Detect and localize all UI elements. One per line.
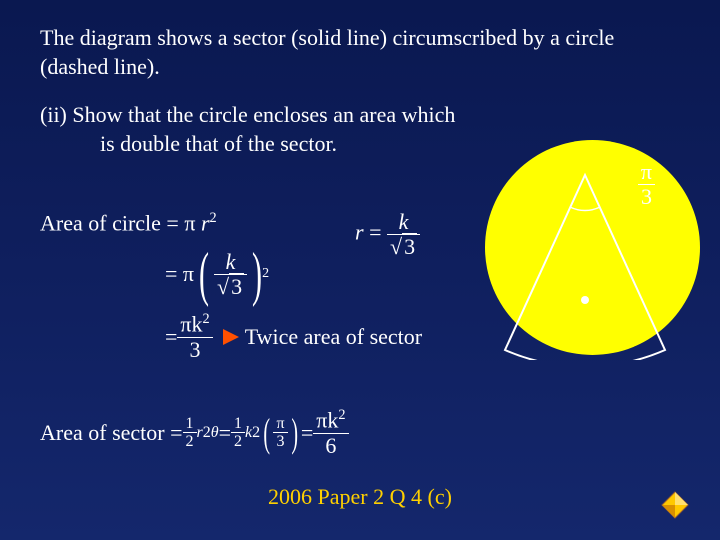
r-squared: 2 bbox=[210, 210, 217, 226]
sector-label: Area of sector = bbox=[40, 420, 183, 446]
r-equals: r = k 3 bbox=[355, 210, 420, 259]
pik2bexp: 2 bbox=[338, 407, 345, 423]
equals: = bbox=[369, 220, 387, 245]
pi-den: 3 bbox=[273, 433, 287, 451]
half2-den: 2 bbox=[231, 433, 245, 451]
k2exp: 2 bbox=[252, 424, 260, 442]
intro-text: The diagram shows a sector (solid line) … bbox=[40, 24, 680, 81]
half2-num: 1 bbox=[231, 415, 245, 434]
den3: 3 bbox=[177, 338, 212, 362]
result-line: = πk2 3 Twice area of sector bbox=[165, 312, 422, 362]
diagram-sector bbox=[475, 155, 695, 360]
footer-ref: 2006 Paper 2 Q 4 (c) bbox=[0, 484, 720, 510]
subquestion: (ii) Show that the circle encloses an ar… bbox=[40, 101, 540, 158]
subq-line-a: (ii) Show that the circle encloses an ar… bbox=[40, 102, 455, 127]
theta: θ bbox=[211, 424, 219, 442]
subq-line-b: is double that of the sector. bbox=[100, 131, 337, 156]
arrow-icon bbox=[223, 329, 239, 345]
pik2b: πk bbox=[316, 407, 338, 432]
pi-num: π bbox=[273, 415, 287, 434]
root3-a: 3 bbox=[229, 273, 244, 299]
root3-b: 3 bbox=[402, 233, 417, 259]
angle-den: 3 bbox=[638, 185, 655, 209]
r-label: r bbox=[355, 220, 364, 245]
eq-pi: = π bbox=[165, 261, 194, 287]
half-den: 2 bbox=[183, 433, 197, 451]
r-var: r bbox=[201, 210, 210, 235]
angle-num: π bbox=[638, 160, 655, 185]
area-sector-line: Area of sector = 1 2 r2θ = 1 2 k2 ( π 3 … bbox=[40, 408, 349, 458]
frac-k: k bbox=[214, 250, 247, 275]
pik2-exp: 2 bbox=[203, 311, 210, 327]
k-num: k bbox=[387, 210, 420, 235]
area-circle-label: Area of circle = π bbox=[40, 210, 195, 235]
twice-label: Twice area of sector bbox=[245, 324, 422, 350]
nav-home-icon[interactable] bbox=[660, 490, 690, 520]
angle-label: π 3 bbox=[638, 160, 655, 209]
den6: 6 bbox=[313, 434, 348, 458]
r2exp: 2 bbox=[203, 424, 211, 442]
pik2: πk bbox=[180, 312, 202, 337]
k2: k bbox=[245, 424, 252, 442]
outer-exp: 2 bbox=[262, 266, 269, 282]
half-num: 1 bbox=[183, 415, 197, 434]
